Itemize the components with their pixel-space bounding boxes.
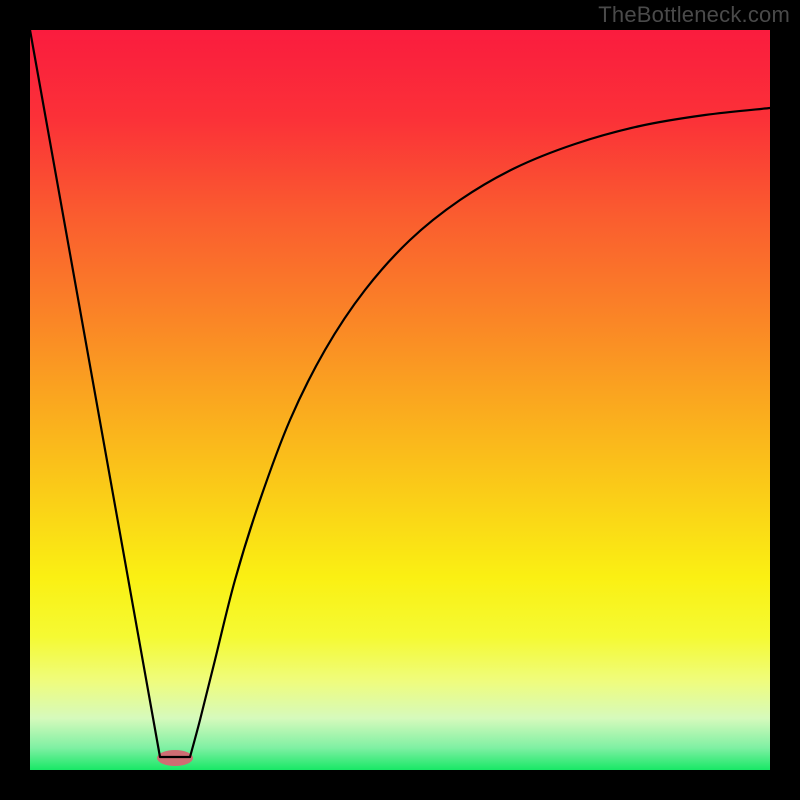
chart-gradient-background	[30, 30, 770, 770]
chart-container: TheBottleneck.com	[0, 0, 800, 800]
watermark-text: TheBottleneck.com	[598, 2, 790, 28]
bottleneck-chart	[0, 0, 800, 800]
